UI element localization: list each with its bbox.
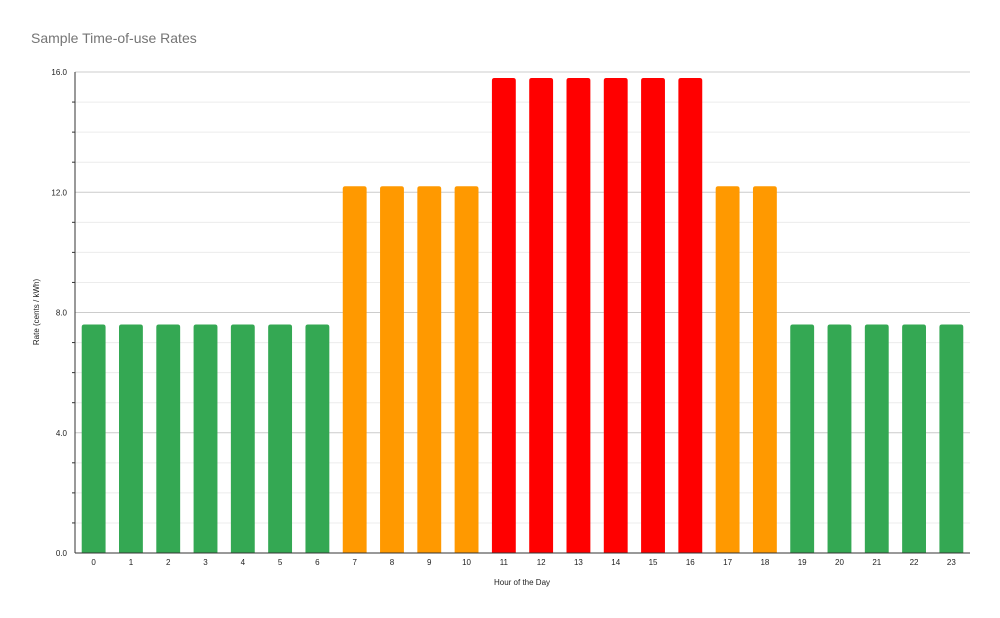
bar-hour-21 xyxy=(864,324,889,553)
y-tick-label: 12.0 xyxy=(51,188,67,197)
gridlines xyxy=(75,71,970,524)
x-tick-label: 0 xyxy=(91,558,96,567)
x-tick-label: 10 xyxy=(462,558,471,567)
y-tick-label: 4.0 xyxy=(56,429,68,438)
bar-hour-3 xyxy=(193,324,218,553)
bar-hour-1 xyxy=(119,324,143,553)
bar-hour-15 xyxy=(641,78,665,553)
bar-hour-5 xyxy=(268,324,293,553)
x-tick-label: 12 xyxy=(537,558,546,567)
axes xyxy=(72,72,970,554)
bar-hour-6 xyxy=(305,324,330,553)
x-tick-label: 19 xyxy=(798,558,807,567)
x-tick-label: 20 xyxy=(835,558,844,567)
x-tick-label: 6 xyxy=(315,558,320,567)
bar-hour-17 xyxy=(715,186,740,554)
x-tick-label: 14 xyxy=(611,558,620,567)
x-tick-label: 4 xyxy=(241,558,246,567)
bar-hour-23 xyxy=(939,324,964,553)
bar-hour-4 xyxy=(230,324,255,553)
bar-hour-2 xyxy=(156,324,181,553)
bar-hour-20 xyxy=(827,324,852,553)
y-tick-label: 16.0 xyxy=(51,68,67,77)
x-tick-label: 13 xyxy=(574,558,583,567)
y-tick-label: 0.0 xyxy=(56,549,68,558)
x-axis-title: Hour of the Day xyxy=(494,578,550,587)
x-tick-label: 3 xyxy=(203,558,208,567)
x-tick-label: 23 xyxy=(947,558,956,567)
bar-hour-12 xyxy=(529,78,554,553)
x-tick-label: 21 xyxy=(872,558,881,567)
bar-hour-11 xyxy=(491,78,516,553)
bar-hour-18 xyxy=(752,186,777,554)
x-tick-label: 5 xyxy=(278,558,283,567)
bar-hour-19 xyxy=(790,324,815,553)
x-tick-label: 1 xyxy=(129,558,134,567)
y-tick-label: 8.0 xyxy=(56,309,68,318)
bar-hour-0 xyxy=(81,324,106,553)
x-tick-label: 11 xyxy=(500,558,509,567)
x-tick-label: 7 xyxy=(352,558,357,567)
x-tick-label: 18 xyxy=(760,558,769,567)
bar-hour-14 xyxy=(603,78,628,553)
bar-hour-13 xyxy=(566,78,591,553)
bar-hour-10 xyxy=(454,186,479,554)
x-tick-label: 8 xyxy=(390,558,395,567)
x-tick-label: 15 xyxy=(649,558,658,567)
tick-labels: 0.04.08.012.016.00 1 2 3 4 5 6 7 8 9 10 11 12 13 14 15 1… xyxy=(51,68,956,567)
x-tick-label: 16 xyxy=(686,558,695,567)
x-tick-label: 17 xyxy=(723,558,732,567)
bar-hour-22 xyxy=(902,324,926,553)
bar-hour-16 xyxy=(678,78,703,553)
bars xyxy=(81,78,964,554)
bar-hour-7 xyxy=(342,186,367,554)
y-axis-title: Rate (cents / kWh) xyxy=(32,279,41,346)
x-tick-label: 22 xyxy=(910,558,919,567)
bar-hour-8 xyxy=(380,186,404,554)
chart-title: Sample Time-of-use Rates xyxy=(31,30,197,46)
x-tick-label: 2 xyxy=(166,558,171,567)
bar-hour-9 xyxy=(417,186,442,554)
x-tick-label: 9 xyxy=(427,558,432,567)
